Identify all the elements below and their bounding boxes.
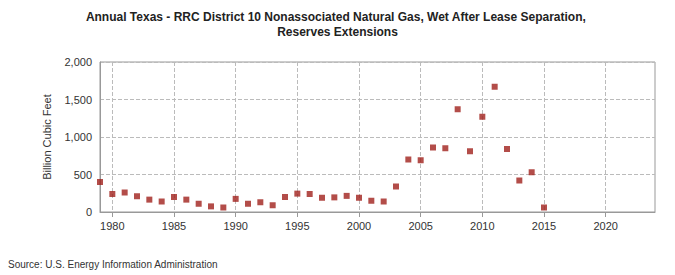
svg-text:500: 500: [74, 169, 92, 181]
svg-text:2,000: 2,000: [64, 56, 92, 68]
svg-text:1995: 1995: [285, 220, 309, 232]
svg-text:Source: U.S. Energy Informatio: Source: U.S. Energy Information Administ…: [8, 259, 218, 270]
svg-text:1985: 1985: [162, 220, 186, 232]
svg-text:2015: 2015: [532, 220, 556, 232]
svg-text:1,500: 1,500: [64, 94, 92, 106]
svg-text:2005: 2005: [408, 220, 432, 232]
svg-text:2000: 2000: [347, 220, 371, 232]
svg-text:1,000: 1,000: [64, 131, 92, 143]
svg-text:0: 0: [86, 206, 92, 218]
svg-text:2010: 2010: [470, 220, 494, 232]
svg-text:1990: 1990: [223, 220, 247, 232]
svg-text:1980: 1980: [100, 220, 124, 232]
svg-text:Annual Texas - RRC District 10: Annual Texas - RRC District 10 Nonassoci…: [86, 10, 589, 24]
svg-text:2020: 2020: [593, 220, 617, 232]
svg-text:Billion Cubic Feet: Billion Cubic Feet: [41, 94, 53, 180]
svg-text:Reserves Extensions: Reserves Extensions: [277, 25, 398, 39]
